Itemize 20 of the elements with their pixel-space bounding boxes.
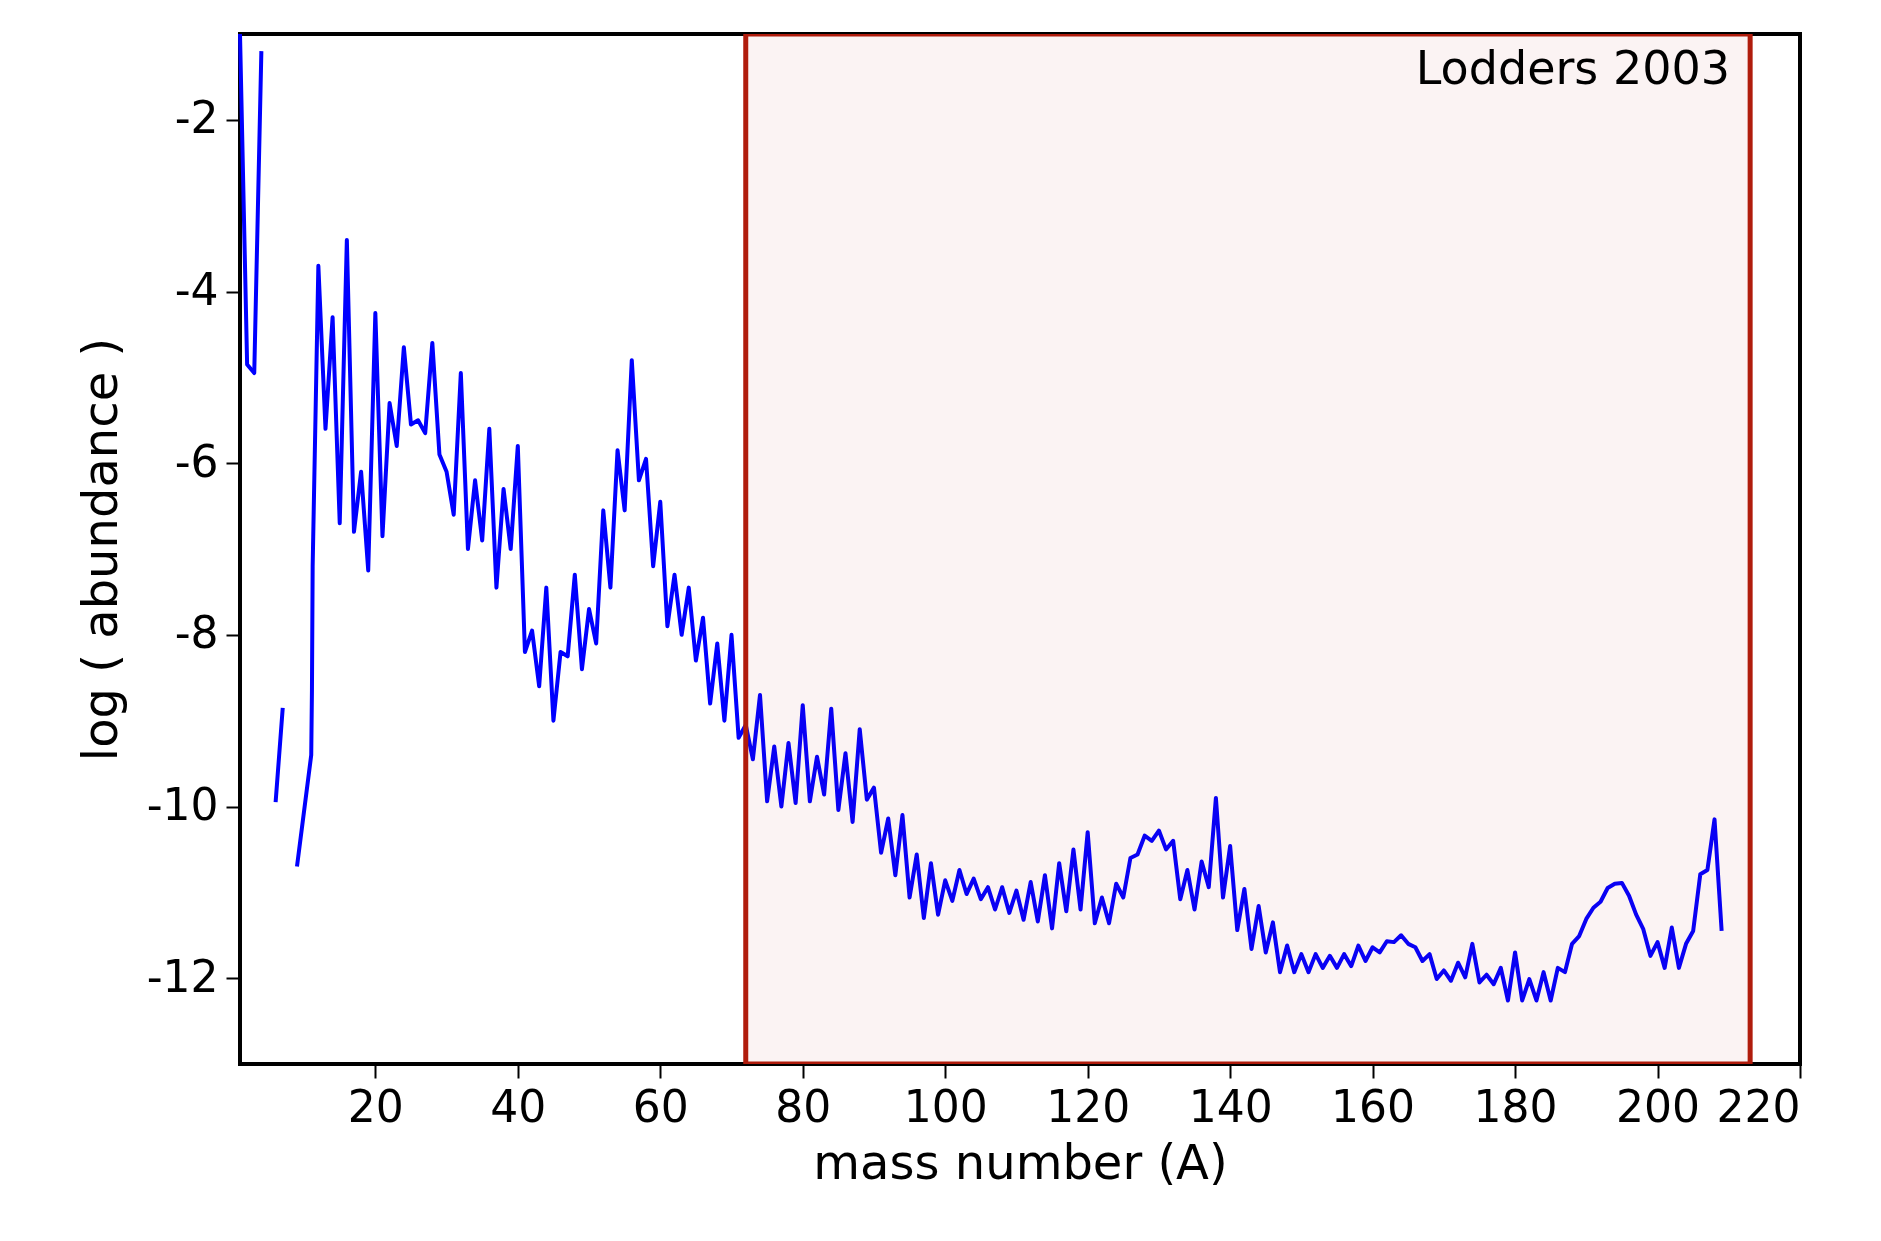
y-tick-label: -4 <box>174 264 219 315</box>
x-tick-label: 100 <box>903 1080 988 1132</box>
annotation: Lodders 2003 <box>1415 41 1730 95</box>
x-tick-label: 140 <box>1188 1080 1273 1132</box>
x-tick-label: 120 <box>1046 1080 1131 1132</box>
x-axis-title: mass number (A) <box>813 1133 1228 1190</box>
y-tick-label: -8 <box>174 607 219 659</box>
x-tick-label: 80 <box>775 1080 832 1132</box>
x-tick-label: 40 <box>490 1080 547 1132</box>
x-tick-label: 220 <box>1716 1080 1801 1132</box>
y-tick-label: -6 <box>174 435 219 487</box>
x-tick-label: 180 <box>1473 1080 1558 1132</box>
x-tick-label: 160 <box>1331 1080 1416 1132</box>
x-tick-label: 60 <box>632 1080 689 1132</box>
x-tick-label: 20 <box>347 1080 404 1132</box>
y-axis-title: log ( abundance ) <box>71 337 128 762</box>
y-tick-label: -12 <box>146 950 219 1002</box>
y-tick-label: -10 <box>146 779 219 830</box>
y-tick-label: -2 <box>174 92 219 144</box>
x-tick-label: 200 <box>1616 1080 1701 1132</box>
